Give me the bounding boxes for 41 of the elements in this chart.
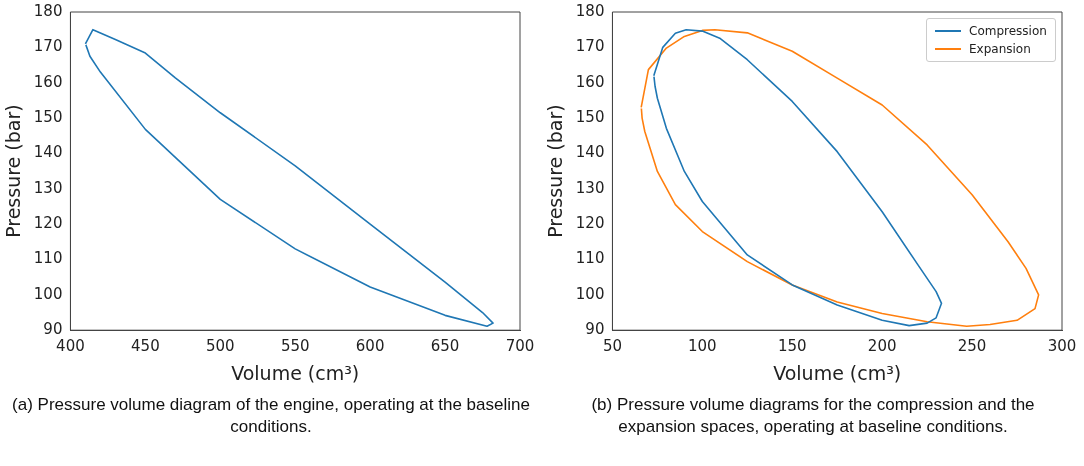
- x-tick-label: 600: [355, 337, 385, 356]
- y-axis-title: Pressure (bar): [544, 104, 567, 238]
- y-tick-label: 90: [585, 320, 605, 339]
- y-tick-label: 130: [575, 178, 605, 197]
- x-axis-title: Volume (cm³): [773, 361, 902, 384]
- x-tick-label: 150: [777, 337, 807, 356]
- x-tick-label: 500: [205, 337, 235, 356]
- x-tick-label: 700: [505, 337, 535, 356]
- y-axis-title: Pressure (bar): [2, 104, 25, 238]
- y-tick-label: 130: [33, 178, 63, 197]
- legend-label: Compression: [969, 24, 1047, 38]
- x-tick-label: 450: [131, 337, 160, 356]
- y-tick-label: 150: [575, 107, 605, 126]
- y-tick-label: 180: [575, 1, 605, 20]
- x-tick-label: 550: [280, 337, 310, 356]
- y-tick-label: 100: [33, 284, 63, 303]
- x-tick-label: 50: [602, 337, 622, 356]
- x-tick-label: 650: [430, 337, 460, 356]
- x-tick-label: 100: [688, 337, 717, 356]
- x-tick-label: 200: [867, 337, 897, 356]
- y-tick-label: 140: [33, 143, 63, 162]
- y-tick-label: 170: [33, 37, 63, 56]
- y-tick-label: 120: [575, 214, 605, 233]
- y-tick-label: 140: [575, 143, 605, 162]
- y-tick-label: 150: [33, 107, 63, 126]
- x-tick-label: 300: [1047, 337, 1077, 356]
- y-tick-label: 110: [33, 249, 63, 268]
- y-tick-label: 180: [33, 1, 63, 20]
- y-tick-label: 90: [43, 320, 63, 339]
- text: (b) Pressure volume diagrams for the compression and the expansion spaces, operating at baseline conditions.: [590, 394, 1036, 438]
- legend-label: Expansion: [969, 42, 1031, 56]
- x-tick-label: 250: [957, 337, 987, 356]
- x-axis-title: Volume (cm³): [231, 361, 360, 384]
- y-tick-label: 100: [575, 284, 605, 303]
- y-tick-label: 110: [575, 249, 605, 268]
- x-tick-label: 400: [56, 337, 85, 356]
- y-tick-label: 170: [575, 37, 605, 56]
- y-tick-label: 120: [33, 214, 63, 233]
- text: (a) Pressure volume diagram of the engine, operating at the baseline conditions.: [11, 394, 531, 438]
- y-tick-label: 160: [575, 72, 605, 91]
- y-tick-label: 160: [33, 72, 63, 91]
